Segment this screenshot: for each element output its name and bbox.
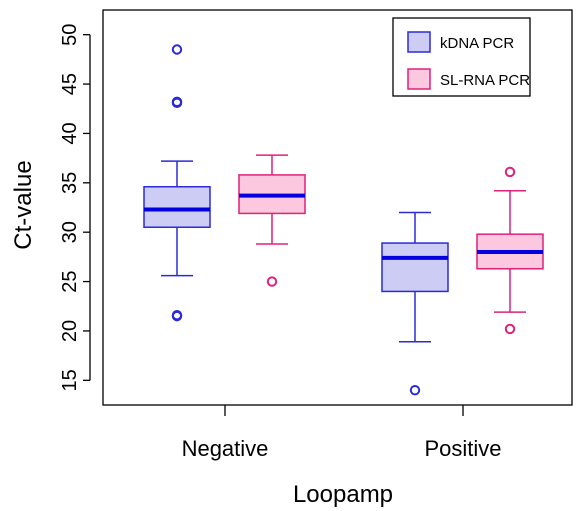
- legend-label: SL-RNA PCR: [440, 72, 530, 89]
- y-tick-label: 50: [59, 24, 81, 46]
- legend: kDNA PCR SL-RNA PCR: [392, 17, 531, 97]
- outlier-point: [171, 44, 183, 55]
- box-1-1: [476, 166, 544, 335]
- y-tick-label: 30: [59, 221, 81, 243]
- legend-label: kDNA PCR: [440, 35, 514, 52]
- iqr-box: [143, 186, 211, 228]
- x-tick-label: Negative: [182, 436, 269, 461]
- box-1-0: [238, 154, 306, 287]
- legend-swatch: [407, 68, 431, 90]
- plot-frame: [102, 9, 573, 406]
- outlier-point: [504, 166, 516, 178]
- x-tick-label: Positive: [424, 436, 501, 461]
- outlier-point: [409, 384, 421, 396]
- iqr-box: [381, 242, 449, 293]
- y-tick-label: 45: [59, 73, 81, 95]
- outlier-point: [266, 276, 278, 287]
- outlier-point: [171, 97, 183, 109]
- box-0-0: [143, 44, 211, 322]
- y-tick-label: 25: [59, 270, 81, 292]
- y-tick-label: 40: [59, 122, 81, 144]
- outlier-point: [171, 310, 183, 322]
- y-tick-label: 15: [59, 369, 81, 391]
- outlier-point: [504, 323, 516, 335]
- y-axis-label: Ct-value: [10, 160, 37, 249]
- y-tick-label: 20: [59, 320, 81, 342]
- x-axis-label: Loopamp: [293, 481, 393, 508]
- axes: 15 20 25 30 35 40 45 50 Negative Positive: [59, 9, 573, 461]
- legend-swatch: [407, 31, 431, 53]
- y-tick-label: 35: [59, 172, 81, 194]
- boxes: [143, 44, 544, 396]
- box-0-1: [381, 211, 449, 396]
